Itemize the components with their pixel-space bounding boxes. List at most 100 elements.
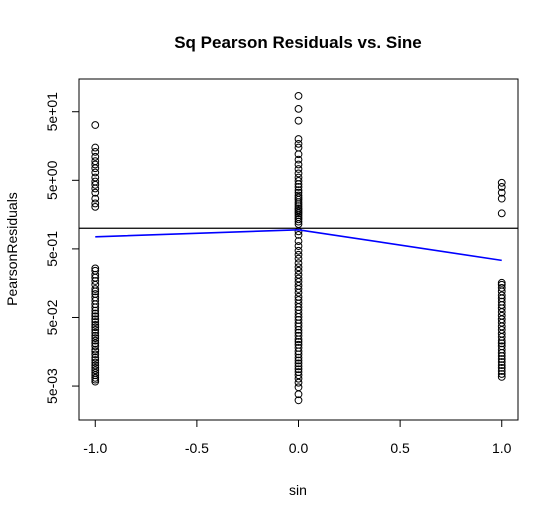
data-point <box>294 250 303 259</box>
data-point <box>91 353 100 362</box>
data-point <box>91 188 100 197</box>
y-tick-label: 5e+00 <box>44 160 60 200</box>
data-point <box>91 342 100 351</box>
data-point <box>294 331 303 340</box>
data-point <box>294 338 303 346</box>
data-point <box>91 143 100 152</box>
data-point <box>294 242 303 250</box>
data-point <box>91 199 100 208</box>
data-point <box>91 358 100 367</box>
data-point <box>294 365 303 374</box>
data-point <box>294 169 303 178</box>
data-point <box>91 277 100 285</box>
data-point <box>294 288 303 297</box>
data-point <box>91 356 100 364</box>
data-point <box>294 139 303 148</box>
data-point <box>294 362 303 371</box>
data-point <box>497 352 506 360</box>
data-point <box>294 322 303 331</box>
data-point <box>91 366 100 375</box>
data-point <box>294 246 303 255</box>
data-point <box>294 160 303 169</box>
data-point <box>91 318 100 326</box>
chart-title: Sq Pearson Residuals vs. Sine <box>174 33 422 52</box>
data-point <box>294 347 303 356</box>
data-point <box>294 335 303 344</box>
data-point <box>91 184 100 193</box>
data-point <box>294 135 303 143</box>
data-point <box>91 152 100 161</box>
data-point <box>294 177 303 185</box>
data-point <box>497 361 506 370</box>
data-point <box>294 217 303 226</box>
data-point <box>91 331 100 340</box>
y-tick-label: 5e-03 <box>44 368 60 404</box>
data-point <box>497 283 506 292</box>
data-point <box>91 287 100 296</box>
data-point <box>91 315 100 324</box>
data-point <box>91 350 100 359</box>
x-axis-label: sin <box>289 482 307 498</box>
y-tick-label: 5e-01 <box>44 231 60 267</box>
data-point <box>91 180 100 189</box>
data-point <box>91 147 100 156</box>
x-tick-label: 0.0 <box>289 440 309 456</box>
smooth-line <box>95 228 502 262</box>
data-point <box>294 356 303 365</box>
data-point <box>294 263 303 272</box>
data-point <box>497 278 506 287</box>
data-point <box>91 361 100 370</box>
data-point <box>497 209 506 218</box>
x-tick-label: 1.0 <box>492 440 512 456</box>
x-axis: -1.0 -0.5 0.0 0.5 1.0 <box>83 419 512 456</box>
y-axis-label: PearsonResiduals <box>4 192 20 306</box>
data-point <box>91 173 100 182</box>
data-point <box>294 353 303 362</box>
data-point <box>497 370 506 378</box>
data-point <box>91 164 100 173</box>
data-point <box>294 183 303 191</box>
data-point <box>91 375 100 384</box>
data-point <box>91 323 100 332</box>
data-point <box>294 378 303 387</box>
data-point <box>91 194 100 203</box>
data-point <box>91 339 100 348</box>
data-point <box>294 359 303 368</box>
y-tick-label: 5e+01 <box>44 92 60 132</box>
data-point <box>91 309 100 318</box>
data-point <box>294 150 303 159</box>
data-point <box>91 285 100 293</box>
data-point <box>294 371 303 380</box>
data-point <box>294 116 303 125</box>
data-point <box>294 266 303 275</box>
data-point <box>294 383 303 392</box>
data-point <box>91 325 100 334</box>
data-point <box>91 363 100 372</box>
data-point <box>91 336 100 345</box>
data-point <box>497 373 506 381</box>
data-point <box>294 165 303 173</box>
data-point <box>497 183 506 191</box>
data-point <box>497 178 506 187</box>
data-point <box>91 312 100 321</box>
data-point <box>294 155 303 164</box>
data-point <box>91 320 100 329</box>
data-point <box>91 121 100 129</box>
data-point <box>91 328 100 337</box>
data-point <box>497 304 506 313</box>
data-point <box>497 336 506 345</box>
data-point <box>294 374 303 383</box>
data-point <box>294 230 303 239</box>
y-tick-label: 5e-02 <box>44 299 60 335</box>
data-point <box>91 377 100 386</box>
x-tick-label: -1.0 <box>83 440 107 456</box>
data-point <box>497 291 506 300</box>
data-point <box>294 200 303 208</box>
data-point <box>497 339 506 348</box>
data-point <box>294 198 303 207</box>
data-point <box>294 254 303 263</box>
x-tick-label: -0.5 <box>185 440 209 456</box>
data-point <box>497 188 506 197</box>
data-point <box>91 168 100 177</box>
